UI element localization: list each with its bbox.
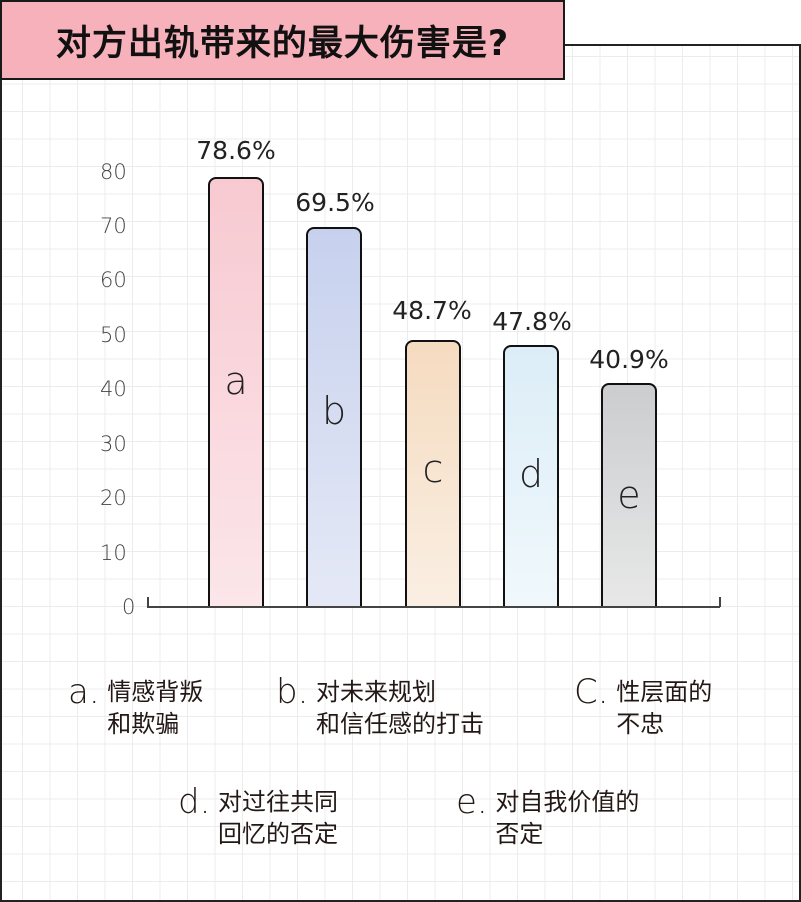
y-tick-30: 30 xyxy=(100,432,127,456)
y-tick-20: 20 xyxy=(100,486,127,510)
bar-b: b xyxy=(306,227,362,607)
y-tick-40: 40 xyxy=(100,377,127,401)
x-axis-left-tick xyxy=(147,597,149,607)
bar-letter-c: c xyxy=(422,447,444,491)
bar-e: e xyxy=(601,383,657,607)
chart-frame xyxy=(0,44,801,902)
legend-text-e-line1: 对自我价值的 xyxy=(495,788,640,816)
y-tick-80: 80 xyxy=(100,160,127,184)
legend-text-c-line2: 不忠 xyxy=(616,710,665,738)
y-tick-50: 50 xyxy=(100,323,127,347)
title-banner: 对方出轨带来的最大伤害是? xyxy=(0,0,565,80)
legend-text-d-line1: 对过往共同 xyxy=(218,788,339,816)
bar-value-b: 69.5% xyxy=(295,188,375,217)
y-tick-70: 70 xyxy=(100,214,127,238)
legend-text-b-line1: 对未来规划 xyxy=(316,678,437,706)
legend-text-e-line2: 否定 xyxy=(495,820,544,848)
legend-text-d-line2: 回忆的否定 xyxy=(218,820,339,848)
legend-text-b-line2: 和信任感的打击 xyxy=(316,710,485,738)
bar-value-d: 47.8% xyxy=(492,307,572,336)
bar-letter-d: d xyxy=(518,452,544,496)
legend-item-c: C. 性层面的不忠 xyxy=(568,674,713,740)
bar-letter-b: b xyxy=(321,389,347,433)
x-axis-right-tick xyxy=(719,597,721,607)
x-axis-line xyxy=(147,606,720,608)
y-tick-0: 0 xyxy=(122,595,136,619)
legend-text-c-line1: 性层面的 xyxy=(616,678,713,706)
legend-marker-b: b. xyxy=(270,674,308,712)
chart-title: 对方出轨带来的最大伤害是? xyxy=(55,23,510,64)
bar-c: c xyxy=(405,340,461,607)
y-tick-10: 10 xyxy=(100,541,127,565)
legend-text-a-line2: 和欺骗 xyxy=(107,710,180,738)
bar-a: a xyxy=(208,177,264,607)
legend-item-d: d. 对过往共同回忆的否定 xyxy=(172,784,339,850)
bar-value-c: 48.7% xyxy=(392,296,472,325)
y-tick-60: 60 xyxy=(100,268,127,292)
bar-letter-a: a xyxy=(224,359,248,403)
legend-marker-d: d. xyxy=(172,784,210,822)
bar-value-e: 40.9% xyxy=(589,345,669,374)
legend-text-a-line1: 情感背叛 xyxy=(107,678,204,706)
legend-item-a: a. 情感背叛和欺骗 xyxy=(62,674,204,740)
bar-value-a: 78.6% xyxy=(196,136,276,165)
legend-item-b: b. 对未来规划和信任感的打击 xyxy=(270,674,485,740)
bar-letter-e: e xyxy=(617,473,641,517)
legend-marker-e: e. xyxy=(450,784,488,822)
bar-d: d xyxy=(503,345,559,607)
legend-item-e: e. 对自我价值的 否定 xyxy=(450,784,640,850)
legend-marker-c: C. xyxy=(568,674,609,712)
legend-marker-a: a. xyxy=(62,674,100,712)
